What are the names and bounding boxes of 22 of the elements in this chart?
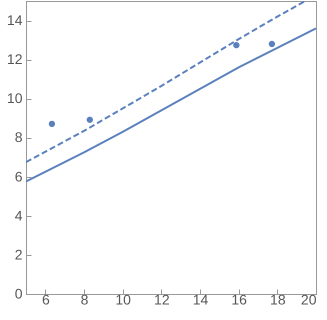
line-series <box>26 27 316 182</box>
point <box>233 42 240 48</box>
y-tick-label: 14 <box>6 12 23 28</box>
y-tick-label: 4 <box>14 207 23 224</box>
x-tick-label: 16 <box>231 292 248 308</box>
x-tick-label: 14 <box>192 292 208 308</box>
line-series <box>26 1 306 164</box>
x-tick-label: 12 <box>154 292 170 308</box>
x-tick-label: 10 <box>115 292 132 308</box>
x-tick-label: 8 <box>80 292 89 308</box>
y-tick-label: 10 <box>6 90 23 106</box>
point <box>268 40 276 48</box>
y-tick-label: 8 <box>14 129 23 146</box>
y-tick-label: 0 <box>14 286 23 302</box>
x-tick-label: 20 <box>300 292 317 308</box>
x-tick-label: 6 <box>42 292 50 308</box>
y-tick-label: 2 <box>14 246 23 262</box>
point <box>86 116 93 123</box>
y-tick-label: 12 <box>6 51 23 68</box>
y-tick-label: 6 <box>14 168 23 184</box>
point <box>48 120 56 128</box>
x-tick-label: 18 <box>270 292 286 308</box>
